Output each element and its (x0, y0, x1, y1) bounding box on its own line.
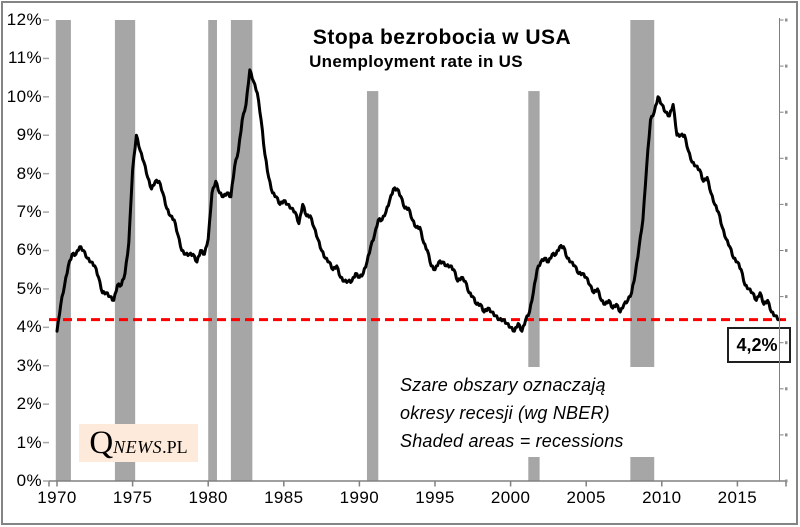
y-axis-label: 9% (16, 125, 42, 145)
y-axis-label: 0% (16, 471, 42, 490)
annotation-box-bg (388, 367, 662, 457)
y-axis-label: 5% (16, 278, 42, 298)
x-axis-label: 1990 (339, 488, 380, 507)
right-axis-micro-label (785, 341, 788, 345)
right-axis-micro-label (785, 387, 788, 391)
current-value-label: 4,2% (736, 334, 778, 355)
unemployment-line (55, 68, 781, 333)
annotation-line-3: Shaded areas = recessions (400, 431, 624, 451)
right-axis-micro-label (785, 202, 788, 206)
logo-box-bg (79, 424, 198, 462)
y-axis-label: 7% (16, 202, 42, 222)
x-axis-label: 2005 (566, 488, 606, 507)
logo-pl: .PL (162, 437, 188, 457)
right-axis-micro-label (785, 433, 788, 437)
x-axis-label: 1985 (264, 488, 304, 507)
y-axis-label: 12% (6, 9, 42, 29)
x-axis-label: 1995 (415, 488, 455, 507)
y-axis-label: 10% (6, 86, 42, 106)
right-axis-micro-label (785, 110, 788, 114)
annotation-line-1: Szare obszary oznaczają (400, 375, 606, 395)
x-axis-label: 2000 (490, 488, 531, 507)
x-axis-label: 2015 (717, 488, 758, 507)
y-axis-label: 6% (16, 240, 42, 260)
right-axis-micro-label (785, 18, 788, 22)
recession-band (114, 19, 136, 481)
qnews-logo: Q NEWS .PL (79, 424, 198, 462)
annotation-line-2: okresy recesji (wg NBER) (400, 403, 610, 423)
logo-news: NEWS (113, 437, 163, 457)
recession-band (230, 19, 253, 481)
right-axis-micro-label (785, 479, 788, 483)
chart-title: Stopa bezrobocia w USA (312, 26, 572, 49)
right-axis-micro-label (785, 249, 788, 252)
right-axis-micro-label (785, 64, 788, 68)
recession-band (208, 19, 217, 481)
x-axis-label: 1980 (188, 488, 228, 507)
logo-q: Q (89, 425, 114, 461)
y-axis-label: 3% (16, 355, 42, 375)
chart-subtitle: Unemployment rate in US (309, 52, 523, 71)
recession-annotation: Szare obszary oznaczają okresy recesji (… (400, 371, 624, 455)
x-axis-label: 2010 (642, 488, 682, 507)
y-axis-label: 8% (16, 163, 42, 183)
x-axis-label: 1975 (112, 488, 153, 507)
recession-band (55, 19, 71, 481)
y-axis-label: 4% (16, 317, 42, 337)
x-axis-label: 1970 (37, 488, 77, 507)
right-axis-micro-label (785, 295, 788, 299)
y-axis-label: 1% (16, 432, 42, 452)
recession-band (366, 91, 379, 482)
right-axis-micro-label (785, 156, 788, 160)
y-axis-label: 11% (8, 48, 42, 68)
y-axis-label: 2% (16, 394, 42, 414)
